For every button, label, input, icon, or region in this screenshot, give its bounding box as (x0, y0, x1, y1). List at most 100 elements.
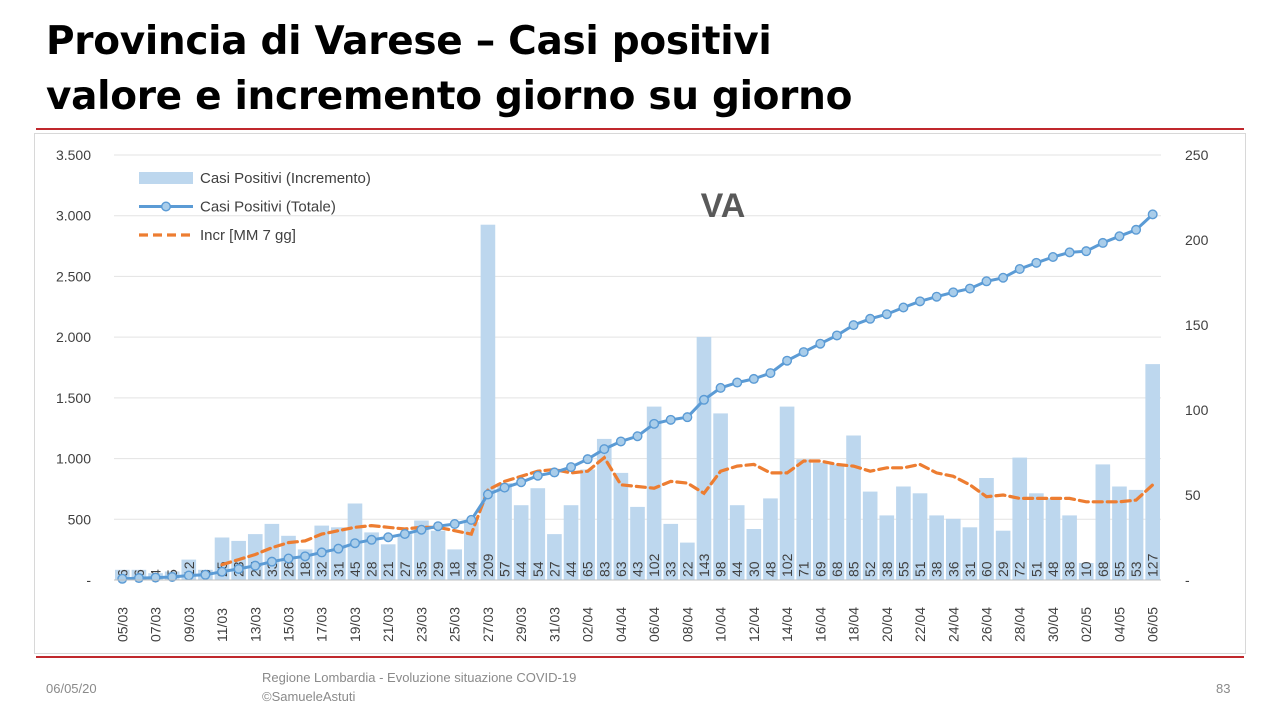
bar-data-label: 209 (480, 553, 496, 577)
bar-data-label: 60 (979, 561, 995, 577)
x-tick-label: 25/03 (447, 607, 463, 642)
total-point (349, 538, 360, 549)
y-left-tick-label: 500 (68, 511, 92, 527)
bar-data-label: 26 (281, 561, 297, 577)
bar (1045, 498, 1061, 580)
slide-title: Provincia di Varese – Casi positivi valo… (46, 14, 852, 124)
total-point (283, 553, 294, 564)
legend-swatch-marker (160, 201, 171, 212)
bar-data-label: 21 (380, 561, 396, 577)
total-point (266, 556, 277, 567)
bar (995, 530, 1011, 580)
y-right-tick-label: - (1185, 572, 1190, 588)
total-point (599, 444, 610, 455)
bar-data-label: 27 (546, 561, 562, 577)
bar (563, 505, 579, 580)
total-point (499, 482, 510, 493)
bar (929, 515, 944, 580)
x-tick-label: 06/05 (1145, 607, 1161, 642)
bar (829, 464, 845, 580)
bar (945, 518, 961, 580)
chart-frame: 6645126252327332618323145282127352918342… (34, 133, 1246, 654)
slide-title-line-1: Provincia di Varese – Casi positivi (46, 19, 772, 64)
total-point (931, 291, 942, 302)
top-divider (36, 128, 1244, 130)
x-tick-label: 14/04 (779, 607, 795, 642)
bar-data-label: 33 (264, 561, 280, 577)
bar-data-label: 68 (829, 561, 845, 577)
y-right-tick-label: 150 (1185, 317, 1209, 333)
total-point (649, 418, 660, 429)
axes: 3.500 3.000 2.500 2.000 1.500 1.000 500 - 250 200… (56, 147, 1209, 642)
total-point (133, 573, 144, 584)
total-point (748, 373, 759, 384)
bar-data-label: 44 (513, 561, 529, 577)
bar-data-label: 57 (497, 561, 513, 577)
x-tick-label: 16/04 (812, 607, 828, 642)
x-tick-label: 12/04 (746, 607, 762, 642)
y-left-tick-label: - (86, 572, 91, 588)
x-tick-label: 09/03 (181, 607, 197, 642)
footer-date: 06/05/20 (46, 681, 97, 696)
total-point (782, 355, 793, 366)
total-point (948, 287, 959, 298)
bar (613, 472, 629, 580)
total-point (466, 514, 477, 525)
y-right-tick-label: 200 (1185, 232, 1209, 248)
total-point (383, 532, 394, 543)
x-tick-label: 05/03 (114, 607, 130, 642)
y-left-tick-label: 2.500 (56, 268, 91, 284)
total-point (300, 551, 311, 562)
x-tick-label: 10/04 (713, 607, 729, 642)
x-tick-label: 27/03 (480, 607, 496, 642)
total-point (366, 534, 377, 545)
bar-data-label: 44 (729, 561, 745, 577)
y-right-tick-label: 100 (1185, 402, 1209, 418)
chart-annotation: VA (701, 187, 746, 225)
bar-data-label: 35 (413, 561, 429, 577)
bar-data-label: 45 (347, 561, 363, 577)
total-point (1097, 237, 1108, 248)
x-tick-label: 20/04 (879, 607, 895, 642)
bar-data-label: 38 (879, 561, 895, 577)
total-point (682, 412, 693, 423)
total-point (1081, 246, 1092, 257)
total-point (715, 382, 726, 393)
x-tick-label: 30/04 (1045, 607, 1061, 642)
total-point (848, 320, 859, 331)
x-tick-label: 11/03 (214, 608, 230, 642)
total-series (117, 209, 1158, 584)
bar-data-label: 102 (779, 553, 795, 577)
total-point (732, 377, 743, 388)
bar-data-label: 31 (962, 561, 978, 577)
bar (547, 534, 562, 580)
slide-title-line-2: valore e incremento giorno su giorno (46, 74, 853, 119)
total-point (765, 368, 776, 379)
bar-data-label: 85 (846, 561, 862, 577)
total-point (549, 467, 560, 478)
x-tick-label: 19/03 (347, 607, 363, 642)
bar-data-label: 34 (463, 561, 479, 577)
bar-data-label: 143 (696, 553, 712, 577)
bar-data-label: 29 (430, 561, 446, 577)
bar-data-label: 63 (613, 561, 629, 577)
x-tick-label: 23/03 (413, 607, 429, 642)
bar-data-label: 51 (912, 561, 928, 577)
bar (796, 459, 812, 580)
bar (713, 413, 728, 580)
bar-data-label: 65 (580, 561, 596, 577)
bar (962, 527, 978, 580)
bar-data-label: 43 (630, 561, 646, 577)
total-point (698, 394, 709, 405)
total-point (433, 521, 444, 532)
x-tick-label: 08/04 (679, 607, 695, 642)
bar-data-label: 27 (397, 561, 413, 577)
x-tick-label: 13/03 (247, 607, 263, 642)
x-tick-label: 04/04 (613, 607, 629, 642)
x-tick-label: 07/03 (148, 607, 164, 642)
x-tick-label: 02/04 (580, 607, 596, 642)
total-point (250, 560, 261, 571)
bar (1062, 515, 1077, 580)
total-point (998, 272, 1009, 283)
x-tick-label: 24/04 (945, 607, 961, 642)
